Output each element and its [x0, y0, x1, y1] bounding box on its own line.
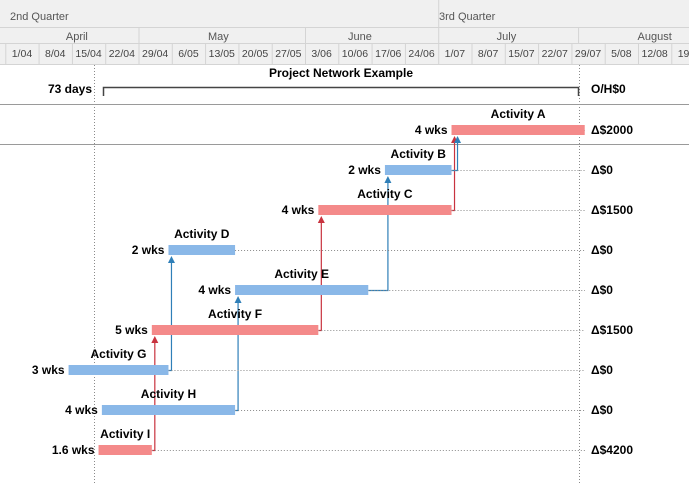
task-bars — [68, 125, 585, 455]
week-tick-label: 22/04 — [109, 48, 135, 60]
week-tick-label: 19/0 — [678, 48, 689, 60]
task-bar[interactable] — [318, 205, 452, 215]
summary-cost: O/H$0 — [591, 82, 626, 96]
summary-bracket — [102, 86, 580, 96]
week-tick-label: 1/04 — [12, 48, 33, 60]
week-tick-label: 6/05 — [178, 48, 199, 60]
task-bar[interactable] — [235, 285, 369, 295]
month-label: June — [348, 31, 372, 43]
task-name-label: Activity B — [391, 147, 447, 161]
month-label: July — [497, 31, 517, 43]
quarter-label: 3rd Quarter — [439, 11, 496, 23]
week-tick-label: 29/07 — [575, 48, 601, 60]
week-tick-label: 1/07 — [445, 48, 466, 60]
task-bar[interactable] — [168, 245, 236, 255]
week-tick-label: 29/04 — [142, 48, 168, 60]
task-bar[interactable] — [101, 405, 236, 415]
task-duration-label: 2 wks — [132, 243, 165, 257]
quarter-label: 2nd Quarter — [10, 11, 69, 23]
dependency-arrowhead — [167, 256, 175, 263]
task-duration-label: 4 wks — [65, 403, 98, 417]
dependency-arrowhead — [317, 216, 325, 223]
week-tick-label: 27/05 — [275, 48, 301, 60]
task-cost-label: Δ$0 — [591, 283, 613, 297]
task-name-label: Activity F — [208, 307, 262, 321]
task-name-label: Activity G — [91, 347, 147, 361]
week-tick-label: 24/06 — [408, 48, 434, 60]
summary-row: Project Network Example 73 days O/H$0 — [48, 66, 626, 96]
task-name-label: Activity E — [274, 267, 329, 281]
dependency-arrowhead — [234, 296, 242, 303]
task-bar[interactable] — [384, 165, 452, 175]
task-bar[interactable] — [451, 125, 585, 135]
task-duration-label: 4 wks — [198, 283, 231, 297]
dependency-arrowhead — [151, 336, 159, 343]
task-cost-label: Δ$4200 — [591, 443, 633, 457]
task-duration-label: 1.6 wks — [52, 443, 95, 457]
task-cost-label: Δ$1500 — [591, 323, 633, 337]
task-duration-label: 2 wks — [348, 163, 381, 177]
task-duration-label: 4 wks — [415, 123, 448, 137]
week-tick-label: 8/04 — [45, 48, 66, 60]
task-bar[interactable] — [151, 325, 319, 335]
task-cost-label: Δ$0 — [591, 403, 613, 417]
task-cost-label: Δ$0 — [591, 363, 613, 377]
week-tick-label: 15/04 — [75, 48, 101, 60]
task-bar[interactable] — [98, 445, 152, 455]
task-name-label: Activity A — [491, 107, 546, 121]
month-label: May — [208, 31, 229, 43]
task-duration-label: 4 wks — [282, 203, 315, 217]
week-tick-label: 8/07 — [478, 48, 499, 60]
grid-lines — [0, 65, 689, 484]
task-cost-label: Δ$0 — [591, 243, 613, 257]
timescale-header: 2nd Quarter 3rd Quarter April May June July Au… — [0, 0, 689, 65]
task-cost-label: Δ$2000 — [591, 123, 633, 137]
dependency-link — [168, 262, 173, 372]
week-tick-label: 17/06 — [375, 48, 401, 60]
task-cost-label: Δ$1500 — [591, 203, 633, 217]
dependency-arrowhead — [454, 136, 462, 143]
task-name-label: Activity D — [174, 227, 230, 241]
task-bar[interactable] — [68, 365, 169, 375]
week-tick-label: 20/05 — [242, 48, 268, 60]
week-tick-label: 12/08 — [642, 48, 668, 60]
task-name-label: Activity I — [100, 427, 150, 441]
dependency-arrowhead — [384, 176, 392, 183]
dependency-link — [451, 142, 456, 212]
week-tick-label: 10/06 — [342, 48, 368, 60]
week-tick-label: 13/05 — [209, 48, 235, 60]
task-name-label: Activity H — [141, 387, 196, 401]
task-labels: Activity A 4 wks Δ$2000 Activity B 2 wks Δ$0 A… — [32, 107, 633, 457]
month-label: April — [66, 31, 88, 43]
chart-title: Project Network Example — [269, 66, 413, 80]
week-tick-label: 3/06 — [311, 48, 332, 60]
week-tick-label: 15/07 — [508, 48, 534, 60]
task-duration-label: 3 wks — [32, 363, 65, 377]
task-name-label: Activity C — [357, 187, 413, 201]
summary-duration: 73 days — [48, 82, 92, 96]
timescale-background — [0, 0, 689, 65]
week-tick-label: 22/07 — [542, 48, 568, 60]
task-cost-label: Δ$0 — [591, 163, 613, 177]
month-label: August — [638, 31, 672, 43]
week-tick-label: 5/08 — [611, 48, 632, 60]
task-duration-label: 5 wks — [115, 323, 148, 337]
